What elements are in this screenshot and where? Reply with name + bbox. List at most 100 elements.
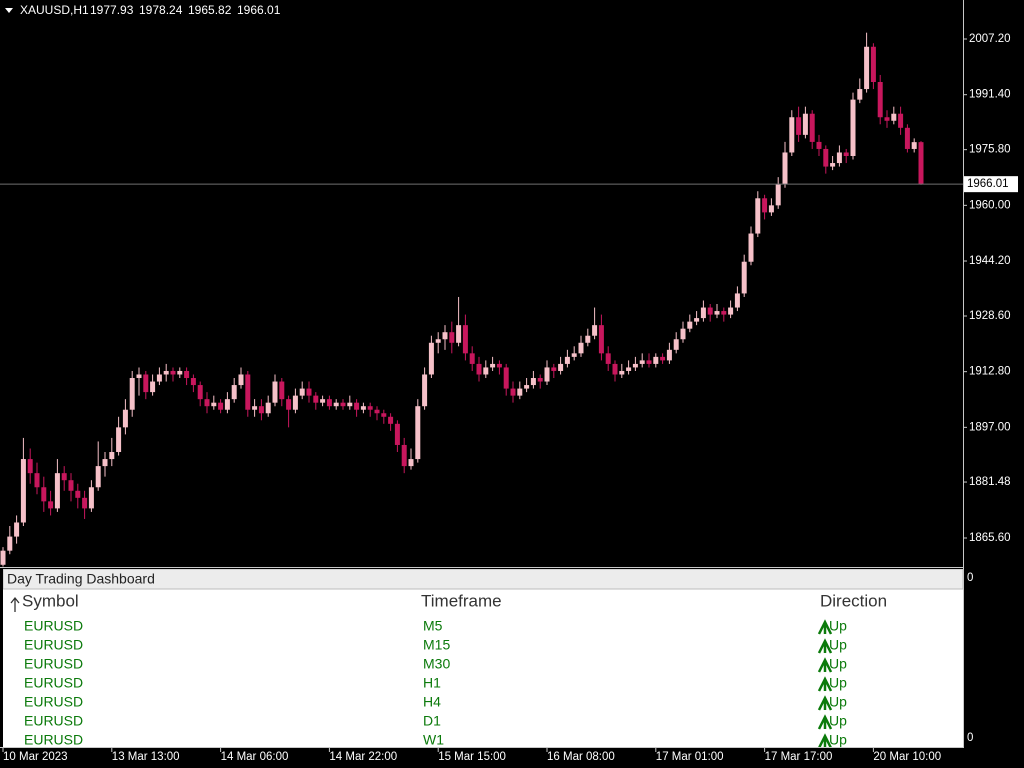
candle-body bbox=[75, 490, 81, 498]
candle-body bbox=[163, 370, 169, 375]
up-arrow-icon bbox=[817, 695, 833, 711]
candle-body bbox=[48, 501, 54, 509]
table-cell: EURUSD bbox=[24, 618, 83, 634]
candle-body bbox=[904, 127, 910, 149]
up-arrow-icon bbox=[817, 657, 833, 673]
x-tick-label: 17 Mar 17:00 bbox=[765, 751, 833, 763]
candle-body bbox=[496, 363, 502, 368]
candle-body bbox=[177, 370, 183, 375]
candle-body bbox=[714, 311, 720, 315]
candle-body bbox=[116, 427, 122, 453]
symbol: XAUUSD,H1 bbox=[20, 3, 89, 17]
table-cell: H1 bbox=[423, 675, 441, 691]
candle-body bbox=[462, 325, 468, 354]
y-tick-label: 1912.80 bbox=[969, 366, 1011, 378]
table-cell: Up bbox=[829, 656, 847, 672]
table-cell: EURUSD bbox=[24, 713, 83, 729]
candle-body bbox=[299, 388, 305, 396]
candle-body bbox=[456, 325, 462, 343]
close-value: 1966.01 bbox=[237, 3, 281, 17]
candle-body bbox=[82, 497, 88, 509]
candle-body bbox=[728, 307, 734, 315]
candle-body bbox=[660, 356, 666, 361]
candle-body bbox=[340, 402, 346, 407]
candle-body bbox=[245, 374, 251, 410]
candle-body bbox=[483, 367, 489, 375]
candle-body bbox=[442, 332, 448, 340]
up-arrow-icon bbox=[818, 733, 832, 747]
candle-body bbox=[204, 399, 210, 407]
x-tick-label: 20 Mar 10:00 bbox=[873, 751, 941, 763]
dashboard-panel bbox=[3, 569, 963, 747]
candle-body bbox=[476, 363, 482, 375]
candle-body bbox=[775, 184, 781, 206]
candle-body bbox=[789, 117, 795, 153]
candle-body bbox=[734, 293, 740, 308]
open-value: 1977.93 bbox=[90, 3, 134, 17]
candle-body bbox=[238, 374, 244, 386]
candle-body bbox=[41, 487, 47, 502]
candle-body bbox=[857, 89, 863, 100]
high-value: 1978.24 bbox=[139, 3, 183, 17]
candle-body bbox=[265, 402, 271, 414]
column-header: Direction bbox=[820, 591, 887, 610]
candle-body bbox=[490, 363, 496, 368]
candle-body bbox=[218, 402, 224, 410]
candle-body bbox=[802, 113, 808, 135]
candle-body bbox=[755, 198, 761, 234]
candle-body bbox=[422, 374, 428, 407]
y-tick-label: 1897.00 bbox=[969, 421, 1011, 433]
candle-body bbox=[367, 406, 373, 410]
candle-body bbox=[109, 452, 115, 460]
candle-body bbox=[7, 536, 13, 551]
x-tick-label: 10 Mar 2023 bbox=[3, 751, 68, 763]
current-price-box bbox=[964, 176, 1018, 193]
candle-body bbox=[517, 388, 523, 396]
table-cell: W1 bbox=[423, 732, 444, 748]
candle-body bbox=[653, 356, 659, 364]
chart-header: XAUUSD,H1 1977.93 1978.24 1965.82 1966.0… bbox=[20, 3, 281, 17]
candle-body bbox=[510, 388, 516, 396]
indicator-tick-label: 0 bbox=[967, 572, 973, 584]
candle-body bbox=[748, 233, 754, 262]
y-tick-label: 1960.00 bbox=[969, 199, 1011, 211]
low-value: 1965.82 bbox=[188, 3, 232, 17]
table-cell: EURUSD bbox=[24, 732, 83, 748]
dashboard-titlebar bbox=[3, 569, 963, 590]
candle-body bbox=[20, 459, 26, 523]
candle-body bbox=[88, 487, 94, 509]
candle-body bbox=[360, 406, 366, 410]
candle-body bbox=[388, 416, 394, 424]
table-cell: EURUSD bbox=[24, 656, 83, 672]
candle-body bbox=[27, 459, 33, 474]
candle-body bbox=[762, 198, 768, 213]
candle-body bbox=[394, 423, 400, 445]
candle-body bbox=[578, 342, 584, 354]
candle-body bbox=[598, 325, 604, 354]
table-cell: D1 bbox=[423, 713, 441, 729]
x-tick-label: 16 Mar 08:00 bbox=[547, 751, 615, 763]
candle-body bbox=[292, 395, 298, 410]
candle-body bbox=[129, 378, 135, 410]
candle-body bbox=[884, 117, 890, 121]
dashboard-table: Symbol Timeframe Direction EURUSD M5 Up EURUSD… bbox=[22, 591, 887, 748]
candle-body bbox=[469, 353, 475, 364]
candle-body bbox=[680, 328, 686, 340]
candle-body bbox=[823, 148, 829, 167]
candle-body bbox=[408, 459, 414, 467]
candle-body bbox=[333, 402, 339, 407]
candle-body bbox=[918, 142, 924, 185]
table-cell: Up bbox=[829, 694, 847, 710]
current-price-label: 1966.01 bbox=[967, 178, 1009, 190]
candle-body bbox=[843, 152, 849, 157]
table-cell: Up bbox=[829, 618, 847, 634]
candle-body bbox=[898, 113, 904, 128]
candle-body bbox=[544, 367, 550, 382]
candle-body bbox=[571, 353, 577, 357]
candle-body bbox=[143, 374, 149, 393]
y-tick-label: 1928.60 bbox=[969, 310, 1011, 322]
candle-body bbox=[170, 370, 176, 375]
candle-body bbox=[122, 409, 128, 428]
